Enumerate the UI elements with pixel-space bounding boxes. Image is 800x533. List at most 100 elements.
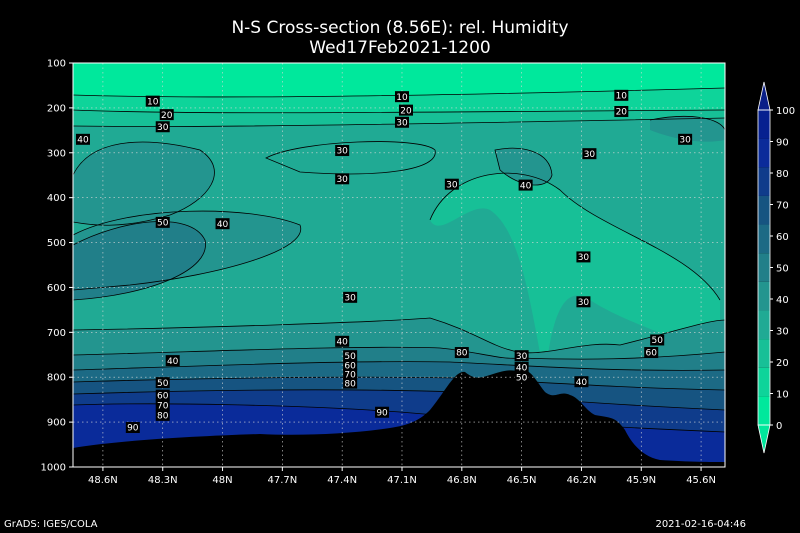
- colorbar-label: 0: [776, 421, 782, 432]
- contour-label-bg: [518, 179, 533, 191]
- contour-label-bg: [155, 216, 170, 228]
- y-tick-label: 400: [47, 193, 66, 204]
- band-50-left: [73, 221, 206, 300]
- x-tick-label: 46.2N: [567, 475, 597, 486]
- y-tick-label: 300: [47, 148, 66, 159]
- y-tick-label: 1000: [41, 463, 66, 474]
- contour-label-bg: [574, 376, 589, 388]
- contour-label-bg: [678, 133, 693, 145]
- colorbar: 0 10 20 30 40 50 60 70 80 90 100: [757, 81, 795, 454]
- contour-label-bg: [335, 173, 350, 185]
- dry-tongue: [430, 173, 720, 380]
- contour-label: 10: [396, 93, 408, 103]
- contour-label-bg: [335, 145, 350, 157]
- contour-label: 10: [147, 97, 159, 107]
- contour-label-bg: [582, 148, 597, 160]
- contour-label-bg: [343, 368, 358, 380]
- colorbar-segment: [758, 167, 770, 196]
- y-tick-label: 900: [47, 418, 66, 429]
- contour-label-bg: [650, 334, 665, 346]
- contour-label: 40: [576, 378, 588, 388]
- contour-label: 30: [578, 253, 590, 263]
- contour-label: 70: [157, 401, 169, 411]
- contour-label-bg: [335, 335, 350, 347]
- contour-label: 80: [344, 379, 356, 389]
- contour-label: 30: [584, 150, 596, 160]
- contour-label: 30: [336, 175, 348, 185]
- contour-label: 30: [336, 147, 348, 157]
- contour-label-bg: [576, 296, 591, 308]
- contour-label: 30: [516, 352, 528, 362]
- contour-label: 60: [645, 349, 657, 359]
- contour-label: 50: [344, 352, 356, 362]
- contour-label: 30: [578, 298, 590, 308]
- footer-timestamp: 2021-02-16-04:46: [655, 519, 746, 530]
- colorbar-segment: [758, 253, 770, 282]
- footer-credit: GrADS: IGES/COLA: [4, 519, 98, 530]
- contour-label-bg: [343, 291, 358, 303]
- contour-label-bg: [155, 399, 170, 411]
- contour-label: 80: [157, 412, 169, 422]
- colorbar-max-arrow: [757, 81, 771, 111]
- contour-label: 40: [516, 364, 528, 374]
- moist-30-a: [266, 141, 436, 174]
- contour-label-bg: [514, 361, 529, 373]
- contour-label-bg: [398, 104, 413, 116]
- x-tick-label: 46.8N: [447, 475, 477, 486]
- contour-label: 40: [336, 338, 348, 348]
- x-tick-label: 47.4N: [327, 475, 357, 486]
- band-40-right2: [650, 116, 725, 142]
- x-tick-label: 48.3N: [148, 475, 178, 486]
- contour-label-bg: [75, 133, 90, 145]
- x-tick-label: 47.7N: [267, 475, 297, 486]
- contour-label: 50: [516, 373, 528, 383]
- x-tick-label: 47.1N: [387, 475, 417, 486]
- contour-label-bg: [155, 409, 170, 421]
- contour-label-bg: [614, 89, 629, 101]
- contour-label: 50: [157, 379, 169, 389]
- colorbar-label: 60: [776, 232, 789, 243]
- contour-label: 30: [157, 123, 169, 133]
- y-axis: 100 200 300 400 500 600 700 800 900 1000: [41, 59, 73, 474]
- x-axis: 48.6N 48.3N 48N 47.7N 47.4N 47.1N 46.8N 46.5N 46…: [88, 467, 716, 486]
- contour-label-bg: [375, 406, 390, 418]
- contour-label-bg: [394, 116, 409, 128]
- contour-label: 50: [157, 219, 169, 229]
- contour-label: 10: [616, 92, 628, 102]
- contour-label: 60: [157, 391, 169, 401]
- contour-label: 20: [400, 106, 412, 116]
- contour-label-bg: [343, 350, 358, 362]
- contour-label: 90: [127, 424, 139, 434]
- contour-label-bg: [155, 377, 170, 389]
- colorbar-segment: [758, 138, 770, 168]
- colorbar-label: 100: [776, 106, 795, 117]
- contour-label: 50: [651, 336, 663, 346]
- y-tick-label: 500: [47, 238, 66, 249]
- contour-label: 30: [679, 136, 691, 146]
- contour-label-bg: [343, 359, 358, 371]
- colorbar-segment: [758, 396, 770, 425]
- contour-label-bg: [444, 178, 459, 190]
- contour-label: 90: [376, 408, 388, 418]
- x-tick-label: 48.6N: [88, 475, 118, 486]
- colorbar-min-arrow: [757, 424, 771, 454]
- contour-label-bg: [159, 109, 174, 121]
- contour-label-bg: [125, 421, 140, 433]
- colorbar-label: 50: [776, 264, 789, 275]
- contour-label-bg: [644, 347, 659, 359]
- contour-label: 40: [167, 357, 179, 367]
- x-tick-label: 45.6N: [686, 475, 716, 486]
- contour-label-bg: [145, 95, 160, 107]
- y-tick-label: 700: [47, 328, 66, 339]
- colorbar-label: 40: [776, 295, 789, 306]
- colorbar-segment: [758, 195, 770, 225]
- contour-label: 60: [344, 361, 356, 371]
- colorbar-segment: [758, 281, 770, 311]
- chart-title: N-S Cross-section (8.56E): rel. Humidity: [231, 18, 569, 38]
- contour-label: 30: [446, 180, 458, 190]
- band-40-left: [73, 142, 215, 226]
- contour-label: 30: [396, 118, 408, 128]
- x-tick-label: 45.9N: [626, 475, 656, 486]
